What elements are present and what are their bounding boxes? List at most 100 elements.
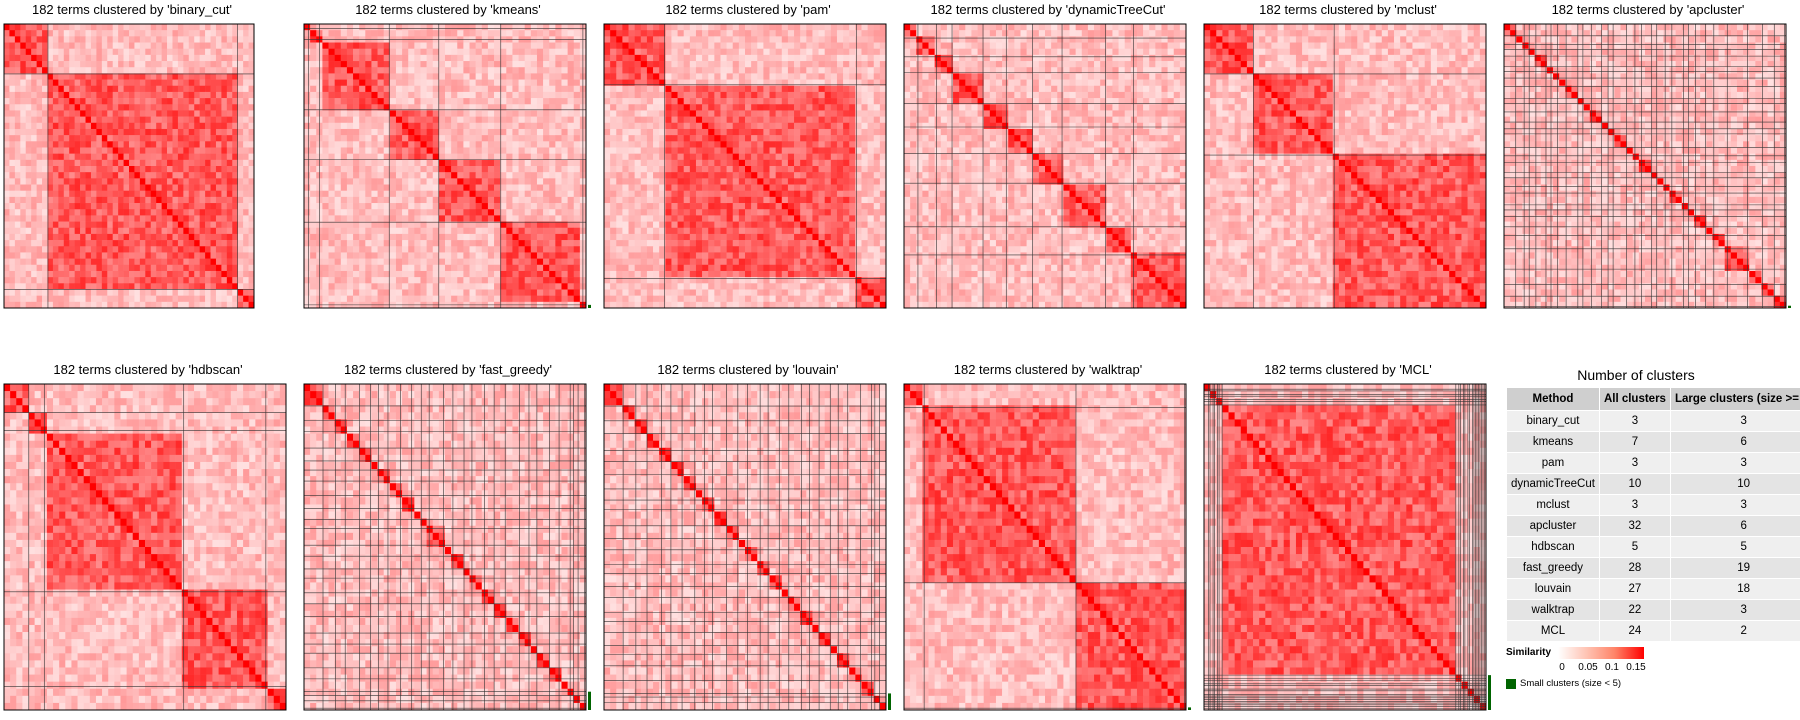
heatmap-cell — [328, 196, 335, 204]
heatmap-cell — [134, 301, 141, 309]
heatmap-cell — [9, 54, 16, 62]
heatmap-cell — [775, 73, 783, 80]
heatmap-cell — [567, 196, 575, 204]
heatmap-cell — [199, 54, 206, 62]
heatmap-cell — [25, 277, 32, 284]
heatmap-cell — [36, 61, 43, 68]
heatmap-cell — [47, 159, 54, 167]
heatmap-cell — [90, 209, 97, 216]
heatmap-cell — [112, 122, 119, 130]
heatmap-cell — [824, 104, 832, 111]
heatmap-cell — [549, 190, 556, 198]
heatmap-cell — [210, 91, 217, 99]
heatmap-cell — [389, 153, 397, 161]
heatmap-cell — [751, 24, 758, 31]
heatmap-cell — [506, 166, 513, 173]
heatmap-cell — [167, 79, 173, 87]
heatmap-cell — [543, 79, 550, 87]
heatmap-cell — [52, 172, 59, 179]
heatmap-cell — [304, 61, 311, 68]
heatmap-cell — [248, 252, 255, 259]
heatmap-cell — [199, 98, 206, 105]
heatmap-cell — [830, 36, 838, 43]
heatmap-cell — [80, 98, 86, 105]
heatmap-cell — [69, 153, 75, 161]
heatmap-cell — [85, 42, 92, 49]
heatmap-cell — [867, 36, 875, 43]
heatmap-cell — [536, 233, 544, 241]
heatmap-cell — [20, 91, 27, 99]
heatmap-cell — [58, 159, 65, 167]
heatmap-cell — [573, 184, 581, 191]
heatmap-cell — [469, 258, 476, 266]
heatmap-cell — [221, 79, 228, 87]
heatmap-cell — [377, 277, 384, 284]
heatmap-cell — [457, 61, 464, 68]
heatmap-cell — [232, 203, 238, 210]
heatmap-cell — [702, 54, 709, 62]
heatmap-cell — [408, 135, 415, 142]
heatmap-cell — [4, 48, 10, 56]
heatmap-cell — [42, 289, 48, 296]
heatmap-cell — [118, 104, 124, 111]
heatmap-cell — [524, 190, 532, 198]
heatmap-cell — [80, 61, 86, 68]
heatmap-cell — [402, 30, 409, 37]
heatmap-cell — [359, 240, 366, 247]
heatmap-cell — [58, 166, 65, 173]
heatmap-cell — [720, 24, 727, 31]
heatmap-cell — [426, 277, 434, 284]
heatmap-cell — [134, 240, 141, 247]
heatmap-cell — [310, 141, 317, 148]
heatmap-cell — [738, 85, 746, 93]
heatmap-cell — [328, 172, 335, 179]
heatmap-cell — [855, 104, 862, 111]
heatmap-cell — [500, 184, 507, 191]
heatmap-cell — [524, 252, 532, 259]
heatmap-cell — [732, 54, 740, 62]
heatmap-cell — [4, 227, 10, 235]
heatmap-cell — [861, 30, 868, 37]
heatmap-cell — [177, 135, 184, 142]
heatmap-cell — [530, 246, 538, 253]
heatmap-cell — [167, 98, 173, 105]
heatmap-cell — [20, 301, 27, 309]
heatmap-cell — [96, 54, 103, 62]
heatmap-cell — [90, 110, 97, 117]
heatmap-cell — [549, 67, 556, 74]
heatmap-cell — [567, 289, 575, 296]
heatmap-cell — [101, 209, 108, 216]
heatmap-cell — [304, 246, 311, 253]
heatmap-cell — [665, 73, 672, 80]
heatmap-cell — [573, 116, 581, 124]
heatmap-cell — [371, 203, 378, 210]
heatmap-cell — [328, 240, 335, 247]
heatmap-cell — [334, 135, 342, 142]
heatmap-cell — [512, 54, 519, 62]
heatmap-cell — [708, 30, 715, 37]
heatmap-cell — [96, 67, 103, 74]
heatmap-cell — [101, 203, 108, 210]
heatmap-cell — [215, 227, 222, 235]
heatmap-cell — [129, 30, 135, 37]
heatmap-cell — [52, 221, 59, 229]
heatmap-cell — [640, 48, 648, 56]
heatmap-cell — [188, 178, 195, 185]
heatmap-cell — [402, 184, 409, 191]
heatmap-cell — [199, 178, 206, 185]
heatmap-cell — [20, 36, 27, 43]
heatmap-cell — [167, 221, 173, 229]
heatmap-cell — [524, 91, 532, 99]
heatmap-cell — [161, 128, 168, 136]
heatmap-cell — [775, 24, 783, 31]
heatmap-cell — [310, 159, 317, 167]
heatmap-cell — [346, 270, 354, 278]
heatmap-cell — [177, 233, 184, 241]
heatmap-cell — [199, 295, 206, 303]
heatmap-cell — [518, 240, 525, 247]
heatmap-cell — [134, 98, 141, 105]
heatmap-cell — [414, 215, 421, 222]
heatmap-cell — [340, 166, 348, 173]
heatmap-cell — [4, 184, 10, 191]
heatmap-cell — [243, 190, 249, 198]
